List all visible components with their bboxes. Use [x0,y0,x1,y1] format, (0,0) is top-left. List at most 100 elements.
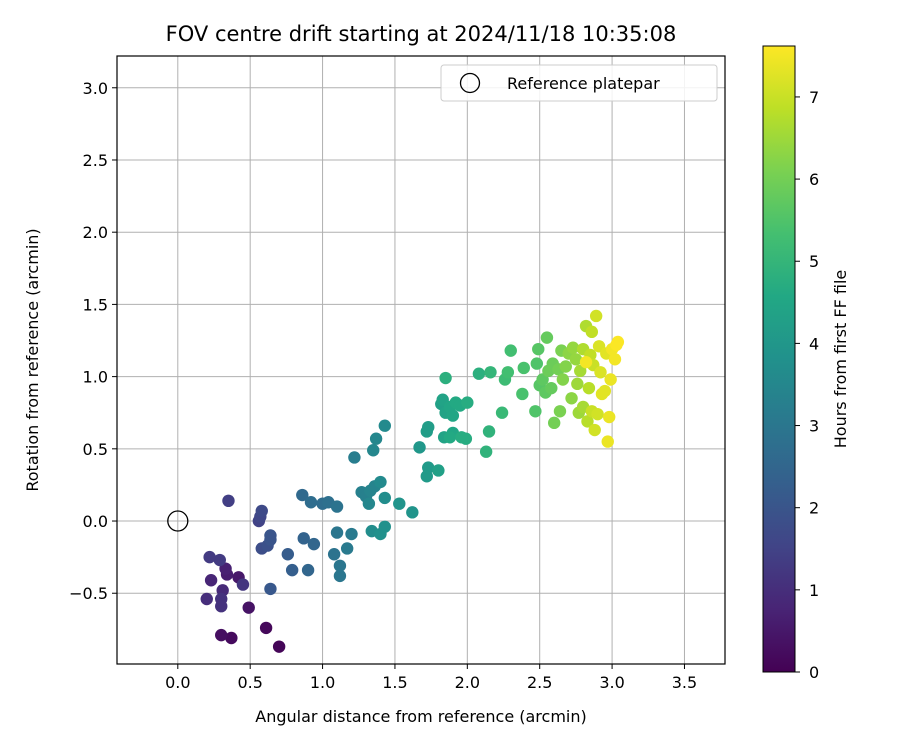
data-point [369,432,383,445]
y-tick-label: 0.0 [83,512,108,531]
data-point [459,432,473,445]
data-point [588,423,601,437]
data-point [255,504,268,518]
data-point [222,494,235,508]
data-point [443,431,457,444]
data-point [333,569,347,583]
data-point [301,563,315,577]
data-point [446,409,460,422]
data-point [571,377,584,391]
data-point [215,600,228,613]
y-tick-label: 2.5 [83,151,108,170]
colorbar-tick-label: 2 [809,499,819,518]
y-tick-label: 0.5 [83,440,108,459]
data-point [501,366,515,379]
data-point [585,325,599,339]
data-point [547,416,561,430]
reference-marker-layer [167,510,189,532]
data-point [225,631,238,645]
data-point [333,559,347,572]
data-point [530,357,544,370]
data-point [281,548,295,561]
data-point [556,373,570,386]
x-tick-label: 2.0 [455,673,480,692]
data-point [439,371,452,385]
legend-box [440,64,718,102]
legend-label: Reference platepar [507,74,660,93]
data-point [296,488,309,502]
axis-ticks: 0.0 0.5 1.0 1.5 2.0 2.5 3.0 3.5 −0.5 0.0 0.5 1.0 1.5… [69,79,697,692]
data-point [569,353,583,366]
data-point [532,342,545,356]
data-point [297,532,310,545]
data-point [340,542,354,555]
data-point [378,419,392,432]
data-point [242,601,255,614]
x-tick-label: 1.0 [310,673,335,692]
data-point [264,529,277,542]
data-point [479,445,493,458]
data-point [330,526,344,539]
data-point [378,491,392,505]
x-tick-label: 3.5 [672,673,697,692]
y-tick-label: 1.0 [83,368,108,387]
colorbar-tick-label: 7 [809,88,819,107]
data-point [264,582,277,596]
data-point [378,520,392,534]
colorbar-tick-label: 4 [809,334,819,353]
data-point [495,406,509,419]
data-point [591,407,604,421]
data-point [345,527,358,541]
data-point [236,578,250,591]
data-point [348,451,361,464]
y-tick-label: 2.0 [83,223,108,242]
plot-area: 0.0 0.5 1.0 1.5 2.0 2.5 3.0 3.5 −0.5 0.0 0.5 1.0 1.5… [69,55,726,692]
data-point [200,592,213,606]
data-point [504,344,517,357]
chart-title: FOV centre drift starting at 2024/11/18 … [166,22,677,46]
data-point [604,373,617,386]
data-point [406,506,419,519]
colorbar: 0 1 2 3 4 5 6 7 Hours from first FF file [762,45,850,682]
data-point [594,366,607,379]
data-point [516,387,529,401]
data-point [259,621,273,635]
data-point [213,553,226,567]
data-point [393,497,406,510]
x-tick-label: 1.5 [382,673,407,692]
data-point [581,415,594,428]
data-point [579,355,593,369]
x-axis-label: Angular distance from reference (arcmin) [255,707,586,726]
data-point [602,410,616,424]
data-point [203,550,216,564]
y-tick-label: 1.5 [83,295,108,314]
colorbar-tick-label: 1 [809,581,819,600]
data-point [461,396,474,409]
data-point [529,405,542,418]
x-tick-label: 0.5 [237,673,262,692]
colorbar-tick-label: 0 [809,663,819,682]
data-points [200,309,625,653]
data-point [482,425,496,438]
colorbar-tick-label: 5 [809,252,819,271]
data-point [374,475,387,489]
colorbar-gradient [762,45,796,673]
data-point [517,361,530,375]
colorbar-ticks: 0 1 2 3 4 5 6 7 [795,88,819,682]
x-tick-label: 3.0 [599,673,624,692]
data-point [204,574,218,587]
data-point [589,309,603,323]
data-point [272,640,286,653]
data-point [367,444,380,457]
data-point [601,435,614,448]
data-point [304,496,318,509]
data-point [432,464,445,477]
reference-platepar-marker [167,510,189,532]
data-point [565,392,578,405]
data-point [553,405,567,418]
colorbar-label: Hours from first FF file [831,270,850,449]
data-point [285,563,299,577]
legend-open-circle-icon [459,72,481,94]
data-point [327,548,341,561]
